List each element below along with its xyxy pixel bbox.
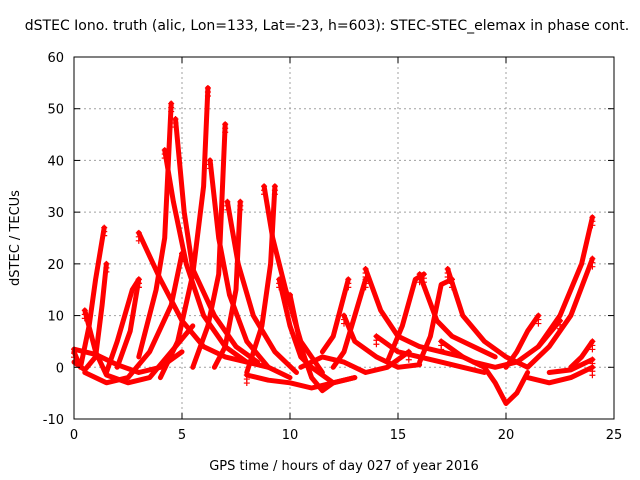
y-tick-label: 0: [56, 361, 64, 376]
series-line-pass-35: [525, 364, 595, 386]
series-line-pass-11: [173, 116, 261, 365]
peak-marker-pass-36: [589, 263, 596, 270]
plot-frame: [73, 56, 615, 420]
peak-marker-pass-17: [261, 191, 268, 198]
series-line-pass-20: [244, 372, 358, 391]
series-line-pass-30: [417, 276, 455, 365]
x-tick-label: 10: [282, 428, 299, 443]
peak-marker-pass-11: [172, 124, 179, 131]
peak-marker-pass-12: [204, 93, 211, 100]
series-line-pass-07: [103, 276, 142, 375]
series-group: [71, 85, 596, 406]
series-line-pass-39: [568, 338, 595, 370]
series-line-pass-09: [162, 147, 271, 370]
peak-marker-pass-39: [589, 346, 596, 353]
peak-marker-pass-01: [103, 268, 110, 275]
series-line-pass-34: [503, 313, 541, 370]
peak-marker-pass-26: [362, 274, 369, 281]
y-axis-label: dSTEC / TECUs: [8, 190, 23, 286]
chart-title: dSTEC Iono. truth (alic, Lon=133, Lat=-2…: [25, 18, 629, 34]
peak-marker-pass-19: [276, 284, 283, 291]
series-line-pass-04: [82, 251, 185, 386]
y-tick-label: 60: [47, 51, 64, 66]
x-axis-label: GPS time / hours of day 027 of year 2016: [209, 459, 479, 474]
peak-marker-pass-32: [438, 346, 445, 353]
y-tick-label: 10: [47, 310, 64, 325]
peak-marker-pass-21: [287, 299, 293, 306]
x-tick-label: 0: [70, 428, 78, 443]
axes: 0 5 10 15 20 25 -10 0 10 20 30 40 50 60: [43, 51, 623, 443]
series-line-pass-21: [287, 292, 336, 394]
peak-marker-pass-29: [416, 279, 423, 286]
series-line-pass-14: [190, 121, 228, 370]
series-line-pass-32: [438, 338, 531, 406]
peak-marker-pass-02: [101, 232, 108, 239]
peak-marker-pass-13: [207, 165, 214, 172]
y-tick-label: 30: [47, 206, 64, 221]
series-line-pass-18: [244, 183, 278, 375]
y-tick-label: -10: [43, 413, 64, 428]
x-tick-label: 20: [498, 428, 515, 443]
peak-marker-pass-35: [589, 372, 596, 379]
peak-marker-pass-31: [444, 274, 451, 281]
peak-marker-pass-14: [222, 129, 229, 136]
series-line-pass-36: [525, 256, 595, 370]
series-line-pass-02: [71, 225, 107, 370]
series-line-pass-28: [384, 271, 427, 365]
series-line-pass-37: [535, 214, 595, 350]
peak-marker-pass-24: [345, 284, 352, 291]
peak-marker-pass-16: [237, 206, 244, 213]
peak-marker-pass-10: [168, 108, 175, 115]
series-line-pass-17: [261, 183, 325, 375]
y-tick-label: 20: [47, 258, 64, 273]
peak-marker-pass-22: [405, 356, 412, 363]
series-line-pass-10: [136, 101, 174, 360]
peak-marker-pass-25: [341, 320, 347, 327]
x-tick-label: 5: [178, 428, 186, 443]
peak-marker-pass-15: [224, 206, 231, 213]
peak-marker-pass-23: [362, 284, 369, 291]
peak-marker-pass-05: [81, 315, 88, 322]
peak-marker-pass-38: [589, 364, 596, 371]
peak-marker-pass-08: [135, 237, 142, 244]
peak-marker-pass-34: [535, 320, 542, 327]
peak-marker-pass-07: [135, 284, 142, 291]
series-line-pass-12: [157, 85, 211, 381]
series-line-pass-15: [224, 199, 299, 375]
y-tick-label: 50: [47, 103, 64, 118]
series-line-pass-13: [207, 157, 293, 381]
series-line-pass-16: [211, 199, 243, 370]
series-line-pass-38: [546, 357, 595, 375]
series-line-pass-24: [319, 276, 351, 355]
y-tick-label: 40: [47, 154, 64, 169]
series-line-pass-26: [363, 266, 466, 360]
peak-marker-pass-18: [271, 191, 278, 198]
peak-marker-pass-37: [589, 222, 596, 229]
peak-marker-pass-27: [373, 341, 380, 348]
series-line-pass-06: [114, 276, 142, 370]
peak-marker-pass-20: [243, 380, 250, 387]
x-tick-label: 15: [390, 428, 407, 443]
x-tick-label: 25: [606, 428, 623, 443]
series-line-pass-25: [341, 313, 423, 370]
series-line-pass-29: [417, 271, 498, 360]
